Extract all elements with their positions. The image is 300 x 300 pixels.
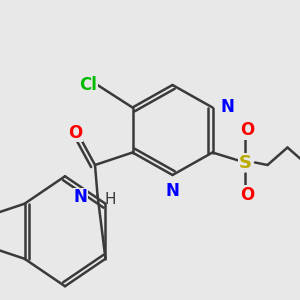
Text: N: N xyxy=(220,98,234,116)
Text: O: O xyxy=(240,186,255,204)
Text: O: O xyxy=(240,121,255,139)
Text: Cl: Cl xyxy=(80,76,98,94)
Text: N: N xyxy=(74,188,88,206)
Text: N: N xyxy=(166,182,179,200)
Text: H: H xyxy=(105,193,116,208)
Text: S: S xyxy=(238,154,251,172)
Text: O: O xyxy=(68,124,82,142)
